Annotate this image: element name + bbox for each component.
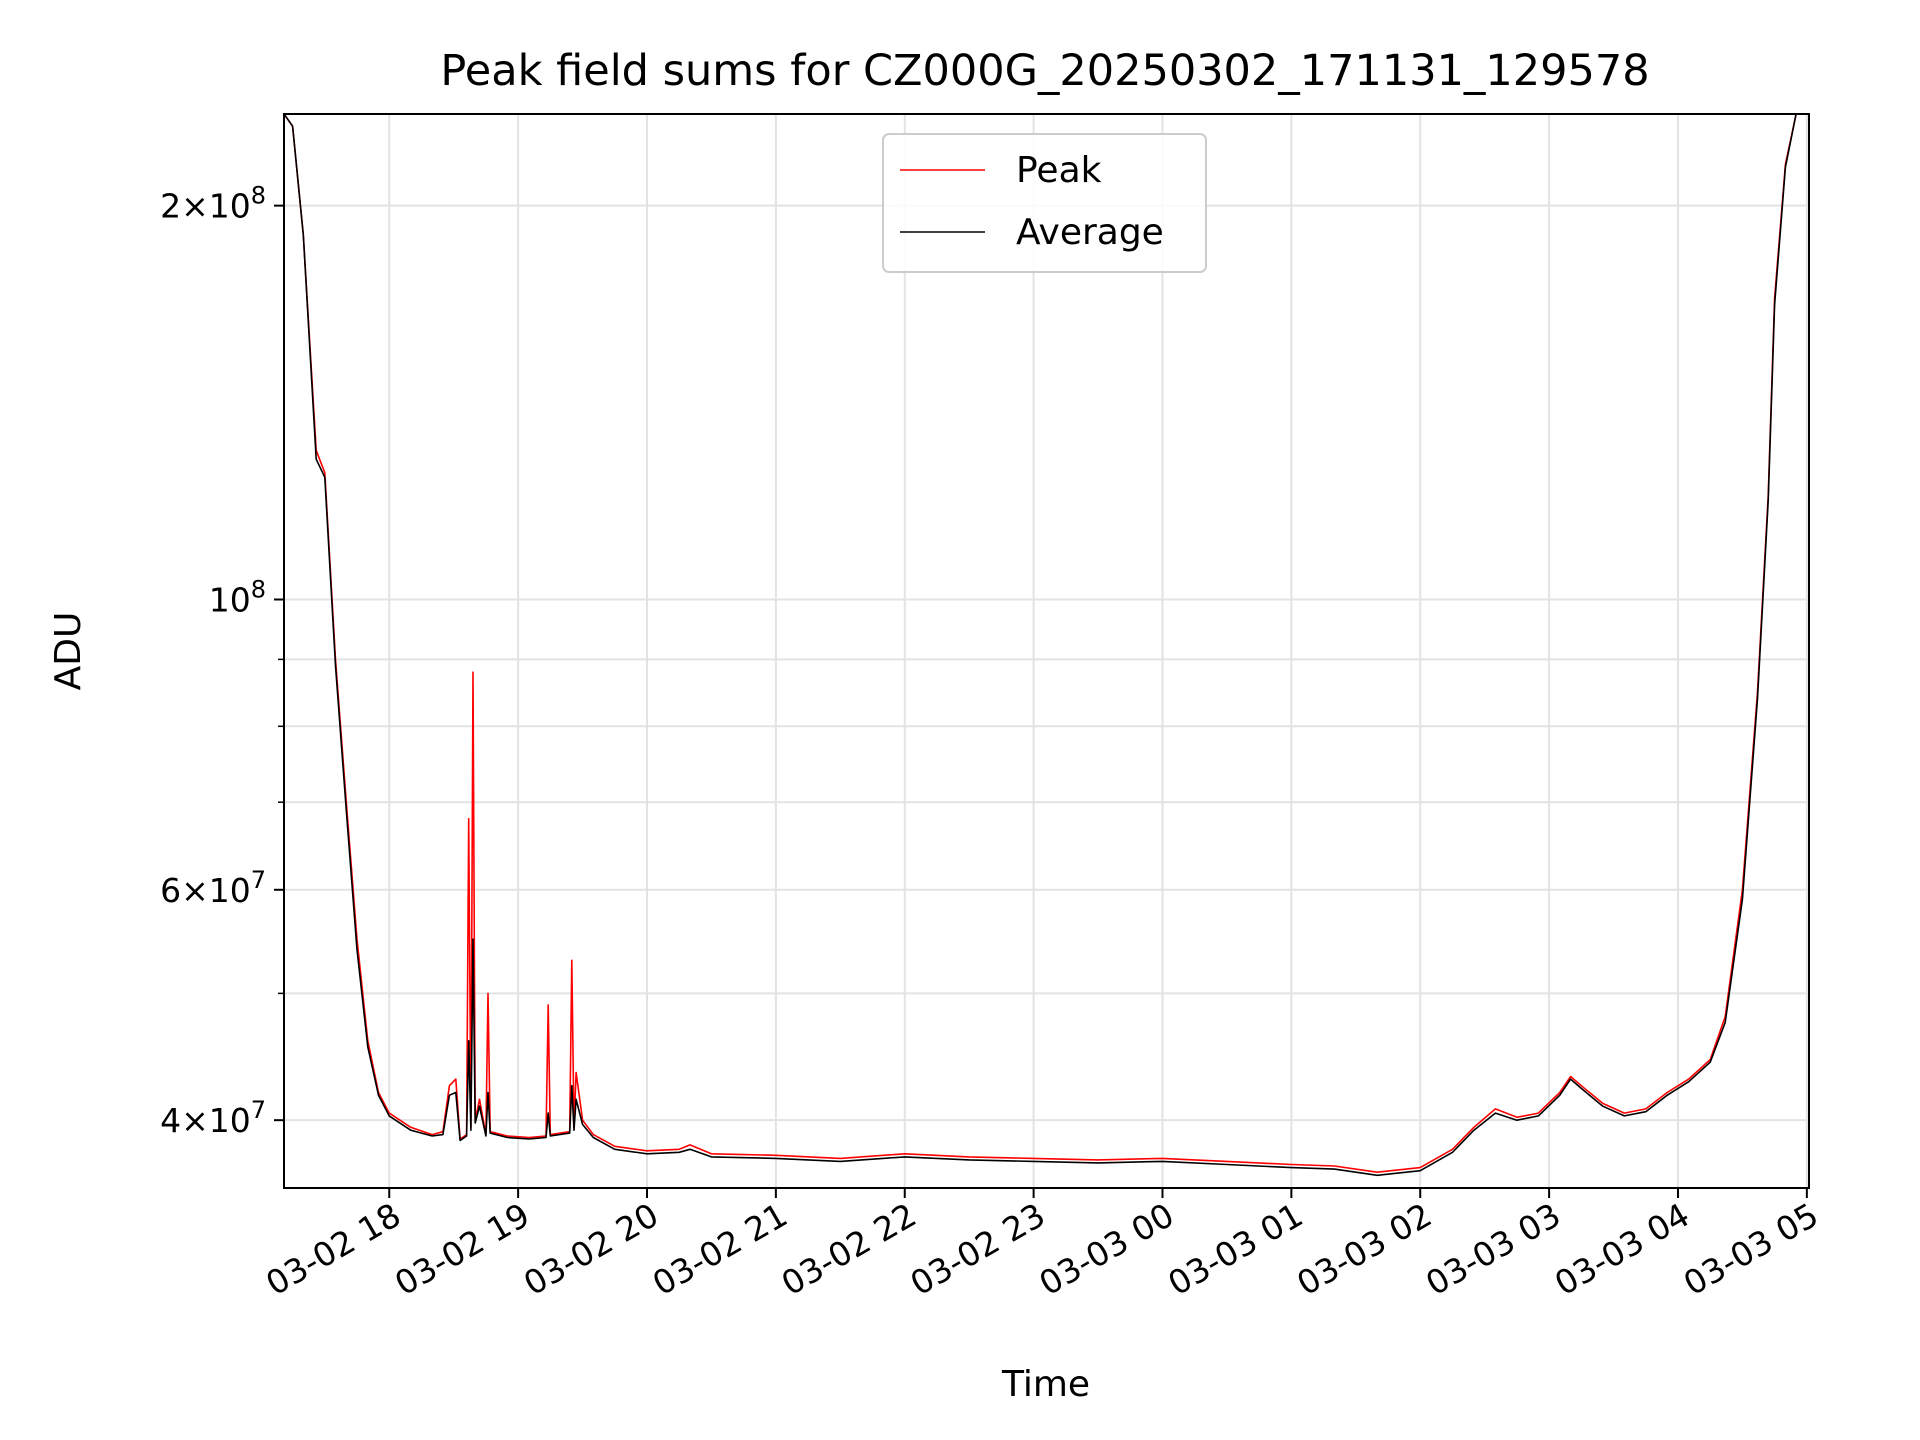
legend-label-average: Average <box>1016 212 1164 253</box>
chart-title: Peak field sums for CZ000G_20250302_1711… <box>440 46 1649 96</box>
plot-frame <box>283 113 1810 1189</box>
y-axis: 4×107 6×107 108 2×108 <box>160 182 284 1140</box>
y-tick-label: 6×107 <box>160 866 266 910</box>
y-axis-label: ADU <box>48 612 89 691</box>
legend: Peak Average <box>882 133 1207 273</box>
y-tick-label: 2×108 <box>160 182 266 226</box>
series-line-peak <box>284 114 1809 1173</box>
legend-label-peak: Peak <box>1016 150 1102 191</box>
grid <box>284 114 1809 1188</box>
series-line-average <box>284 114 1809 1177</box>
x-axis-label: Time <box>1001 1364 1090 1405</box>
legend-box <box>882 133 1207 273</box>
y-tick-label: 4×107 <box>160 1096 266 1140</box>
y-tick-label: 108 <box>209 576 266 620</box>
series-lines <box>284 114 1809 1177</box>
